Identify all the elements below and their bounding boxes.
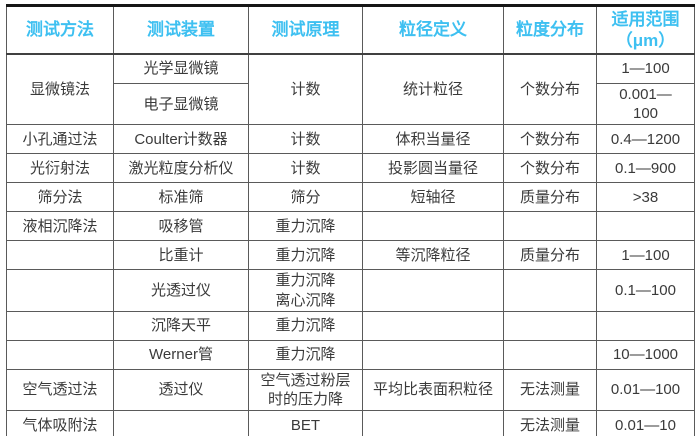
table-cell: 平均比表面积粒径 <box>362 368 504 412</box>
header-cell-3: 粒径定义 <box>362 5 504 55</box>
table-row: 比重计 重力沉降 等沉降粒径 质量分布 1—100 <box>6 240 695 271</box>
table-cell <box>503 211 597 242</box>
header-cell-1: 测试装置 <box>113 5 249 55</box>
header-cell-0: 测试方法 <box>6 5 114 55</box>
table-cell: 无法测量 <box>503 410 597 436</box>
table-cell: 计数 <box>248 153 363 184</box>
table-row: 沉降天平 重力沉降 <box>6 310 695 341</box>
table-cell: 激光粒度分析仪 <box>113 153 249 184</box>
table-cell <box>503 339 597 370</box>
table-cell: Coulter计数器 <box>113 124 249 155</box>
table-cell: 0.1—900 <box>596 153 695 184</box>
table-cell: 透过仪 <box>113 368 249 412</box>
table-cell: 重力沉降 <box>248 339 363 370</box>
table-cell <box>362 269 504 312</box>
table-cell: 小孔通过法 <box>6 124 114 155</box>
table-cell: 个数分布 <box>503 53 597 126</box>
table-cell: 0.01—10 <box>596 410 695 436</box>
table-cell: 等沉降粒径 <box>362 240 504 271</box>
table-cell: 重力沉降 离心沉降 <box>248 269 363 312</box>
table-cell: 光学显微镜 <box>113 53 249 84</box>
table-cell: 计数 <box>248 124 363 155</box>
table-cell: 无法测量 <box>503 368 597 412</box>
table-cell: Werner管 <box>113 339 249 370</box>
table-cell: 沉降天平 <box>113 310 249 341</box>
particle-sizing-methods-table: 测试方法 测试装置 测试原理 粒径定义 粒度分布 适用范围 （μm） 显微镜法 光学显微镜计… <box>6 4 695 436</box>
table-cell: 光透过仪 <box>113 269 249 312</box>
table-cell: 显微镜法 <box>6 53 114 126</box>
table-cell: 标准筛 <box>113 182 249 213</box>
header-cell-4: 粒度分布 <box>503 5 597 55</box>
table-cell: 0.4—1200 <box>596 124 695 155</box>
table-cell: 筛分 <box>248 182 363 213</box>
table-row: 筛分法 标准筛 筛分 短轴径 质量分布 >38 <box>6 182 695 213</box>
table-cell: 0.01—100 <box>596 368 695 412</box>
table-cell: 个数分布 <box>503 153 597 184</box>
table-cell: 重力沉降 <box>248 211 363 242</box>
table-cell: 重力沉降 <box>248 240 363 271</box>
header-cell-2: 测试原理 <box>248 5 363 55</box>
table-row: 小孔通过法 Coulter计数器 计数 体积当量径 个数分布 0.4—1200 <box>6 124 695 155</box>
table-cell: 质量分布 <box>503 240 597 271</box>
table-cell: 液相沉降法 <box>6 211 114 242</box>
table-cell: 气体吸附法 <box>6 410 114 436</box>
table-cell: 空气透过粉层 时的压力降 <box>248 368 363 412</box>
table-cell: 空气透过法 <box>6 368 114 412</box>
table-cell: 投影圆当量径 <box>362 153 504 184</box>
table-cell: 计数 <box>248 53 363 126</box>
table-cell <box>503 269 597 312</box>
table-cell: 质量分布 <box>503 182 597 213</box>
table-cell <box>6 310 114 341</box>
header-row: 测试方法 测试装置 测试原理 粒径定义 粒度分布 适用范围 （μm） <box>6 5 695 55</box>
table-cell: 0.001— 100 <box>596 82 695 126</box>
table-row: 电子显微镜 0.001— 100 <box>7 82 695 126</box>
table-row: 气体吸附法 BET 无法测量 0.01—10 <box>6 410 695 436</box>
table-cell <box>362 211 504 242</box>
table-cell <box>6 339 114 370</box>
table-cell: >38 <box>596 182 695 213</box>
table-cell <box>596 310 695 341</box>
table-cell: 10—1000 <box>596 339 695 370</box>
table-cell: 筛分法 <box>6 182 114 213</box>
table-row: 光透过仪 重力沉降 离心沉降 0.1—100 <box>6 269 695 312</box>
table-cell <box>362 410 504 436</box>
table-cell: 短轴径 <box>362 182 504 213</box>
table-cell: 1—100 <box>596 53 695 84</box>
table-cell <box>362 310 504 341</box>
header-cell-5: 适用范围 （μm） <box>596 5 695 55</box>
table-row: 空气透过法 透过仪 空气透过粉层 时的压力降 平均比表面积粒径 无法测量 0.01—100 <box>6 368 695 412</box>
table-row: Werner管 重力沉降 10—1000 <box>6 339 695 370</box>
table-cell: 0.1—100 <box>596 269 695 312</box>
table-cell: 个数分布 <box>503 124 597 155</box>
table-row: 液相沉降法 吸移管 重力沉降 <box>6 211 695 242</box>
table-cell: 电子显微镜 <box>113 82 249 126</box>
table-header: 测试方法 测试装置 测试原理 粒径定义 粒度分布 适用范围 （μm） <box>6 5 695 55</box>
table-row: 显微镜法 光学显微镜 计数 统计粒径 个数分布 1—100 <box>6 53 695 126</box>
table-cell: BET <box>248 410 363 436</box>
table-cell <box>6 269 114 312</box>
table-cell <box>113 410 249 436</box>
table-cell <box>6 240 114 271</box>
table-row: 光衍射法 激光粒度分析仪 计数 投影圆当量径 个数分布 0.1—900 <box>6 153 695 184</box>
table-cell: 光衍射法 <box>6 153 114 184</box>
table-cell: 比重计 <box>113 240 249 271</box>
table-cell: 1—100 <box>596 240 695 271</box>
table-cell: 体积当量径 <box>362 124 504 155</box>
table-cell: 重力沉降 <box>248 310 363 341</box>
table-body: 显微镜法 光学显微镜 计数 统计粒径 个数分布 1—100 电子显微镜 0.001— 100 小… <box>6 53 695 436</box>
table-cell: 吸移管 <box>113 211 249 242</box>
table-cell <box>362 339 504 370</box>
table-cell: 统计粒径 <box>362 53 504 126</box>
table-cell <box>596 211 695 242</box>
table-cell <box>503 310 597 341</box>
